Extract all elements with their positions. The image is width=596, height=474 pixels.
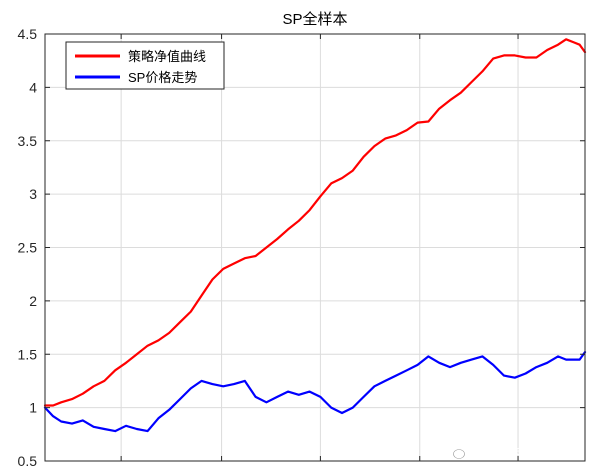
grid-lines	[45, 33, 585, 462]
y-tick-label: 3	[29, 186, 37, 202]
y-tick-label: 1	[29, 400, 37, 416]
wechat-icon	[444, 442, 465, 459]
legend-box	[65, 41, 225, 90]
watermark: MathInvestment	[444, 442, 562, 459]
y-tick-label: 2	[29, 293, 37, 309]
chart-title: SP全样本	[282, 10, 347, 28]
watermark-text: MathInvestment	[469, 443, 562, 458]
y-tick-label: 1.5	[18, 346, 38, 362]
y-tick-label: 4.5	[18, 26, 38, 42]
legend-label-sp-price: SP价格走势	[128, 70, 197, 85]
y-tick-label: 3.5	[18, 133, 38, 149]
series-lines	[43, 38, 587, 433]
axis-ticks	[45, 33, 585, 462]
y-tick-label: 4	[29, 79, 37, 95]
y-tick-label: 0.5	[18, 453, 38, 469]
series-line-sp-price	[43, 351, 587, 433]
legend-label-strategy: 策略净值曲线	[128, 49, 206, 64]
legend: 策略净值曲线 SP价格走势	[65, 41, 225, 90]
y-tick-labels: 0.5 1 1.5 2 2.5 3 3.5 4 4.5	[18, 26, 38, 469]
series-line-strategy-nav	[43, 38, 587, 407]
y-tick-label: 2.5	[18, 240, 38, 256]
